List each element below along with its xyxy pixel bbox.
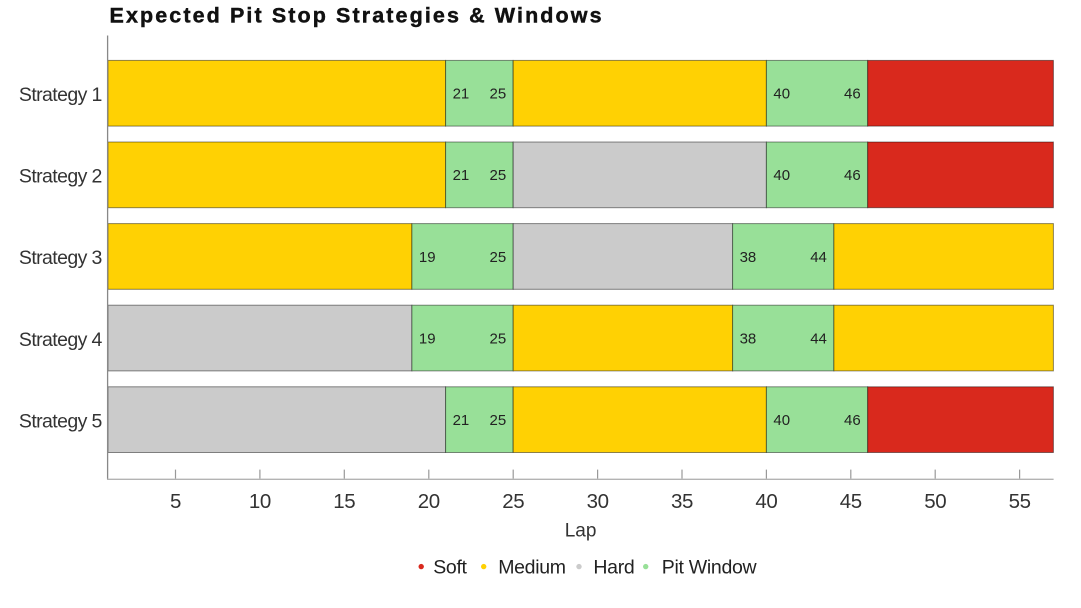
svg-text:38: 38 (740, 249, 757, 266)
svg-text:21: 21 (453, 86, 470, 103)
svg-text:25: 25 (490, 167, 507, 184)
svg-text:5: 5 (170, 490, 181, 513)
svg-text:10: 10 (249, 490, 271, 513)
svg-text:25: 25 (490, 249, 507, 266)
svg-text:Strategy 5: Strategy 5 (19, 411, 103, 433)
svg-text:46: 46 (844, 86, 861, 103)
svg-text:Medium: Medium (498, 556, 566, 578)
svg-text:25: 25 (490, 86, 507, 103)
svg-text:40: 40 (773, 86, 790, 103)
svg-text:21: 21 (453, 412, 470, 429)
svg-text:40: 40 (773, 412, 790, 429)
svg-text:21: 21 (453, 167, 470, 184)
svg-text:55: 55 (1009, 490, 1031, 513)
svg-text:40: 40 (773, 167, 790, 184)
svg-text:Soft: Soft (433, 556, 467, 578)
svg-text:46: 46 (844, 412, 861, 429)
svg-text:19: 19 (419, 249, 436, 266)
svg-text:25: 25 (490, 330, 507, 347)
svg-text:Hard: Hard (593, 556, 634, 578)
svg-text:15: 15 (333, 490, 355, 513)
svg-text:50: 50 (924, 490, 946, 513)
svg-text:Strategy 4: Strategy 4 (19, 329, 103, 351)
svg-text:19: 19 (419, 330, 436, 347)
svg-text:20: 20 (418, 490, 440, 513)
svg-text:Strategy 1: Strategy 1 (19, 84, 102, 106)
svg-text:38: 38 (740, 330, 757, 347)
svg-text:Strategy 3: Strategy 3 (19, 247, 102, 269)
svg-text:44: 44 (810, 330, 827, 347)
svg-text:30: 30 (587, 490, 609, 513)
svg-text:44: 44 (810, 249, 827, 266)
svg-text:Expected Pit Stop Strategies &: Expected Pit Stop Strategies & Windows (110, 4, 604, 28)
svg-text:25: 25 (502, 490, 524, 513)
svg-text:35: 35 (671, 490, 693, 513)
svg-text:45: 45 (840, 490, 862, 513)
svg-text:Lap: Lap (565, 521, 597, 542)
svg-text:Pit Window: Pit Window (662, 556, 758, 578)
svg-text:46: 46 (844, 167, 861, 184)
svg-text:25: 25 (490, 412, 507, 429)
svg-text:Strategy 2: Strategy 2 (19, 166, 102, 188)
svg-text:40: 40 (755, 490, 777, 513)
